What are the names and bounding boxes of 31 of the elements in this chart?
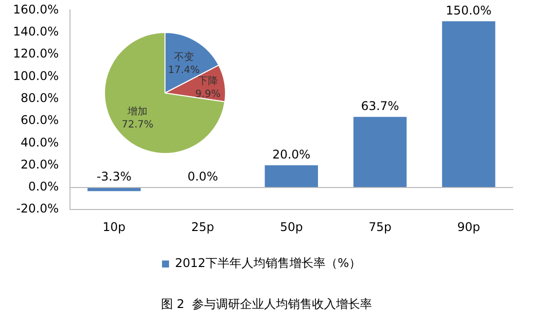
data-label: 0.0% bbox=[187, 170, 218, 184]
y-tick-label: 0.0% bbox=[28, 180, 59, 194]
data-label: 20.0% bbox=[272, 147, 310, 162]
x-tick-label: 90p bbox=[457, 220, 480, 234]
data-label: 63.7% bbox=[360, 99, 400, 114]
slice-label: 下降 bbox=[198, 74, 218, 87]
y-tick-label: 160.0% bbox=[12, 2, 59, 16]
slice-label: 增加 bbox=[126, 106, 148, 118]
bar bbox=[353, 116, 407, 188]
legend-label: 2012下半年人均销售增长率（%） bbox=[175, 256, 361, 270]
x-tick-label: 10p bbox=[102, 220, 126, 234]
y-tick-label: 100.0% bbox=[12, 68, 59, 83]
y-tick-label: 20.0% bbox=[20, 157, 59, 172]
y-tick-label: 40.0% bbox=[20, 135, 59, 150]
y-tick-label: 120.0% bbox=[12, 46, 59, 61]
y-tick-label: 80.0% bbox=[20, 90, 59, 105]
data-label: 150.0% bbox=[446, 3, 492, 18]
slice-label: 不变 bbox=[174, 50, 194, 63]
data-label: 9.9% bbox=[195, 88, 221, 100]
bar bbox=[264, 165, 318, 188]
y-tick-label: 140.0% bbox=[12, 24, 59, 38]
y-tick-label: 60.0% bbox=[20, 113, 59, 128]
x-tick-label: 75p bbox=[368, 220, 392, 234]
x-tick-label: 25p bbox=[191, 220, 214, 234]
x-tick-label: 50p bbox=[280, 220, 303, 234]
y-tick-label: -20.0% bbox=[16, 202, 59, 216]
data-label: 17.4% bbox=[168, 64, 200, 76]
data-label: -3.3% bbox=[96, 170, 132, 184]
data-label: 72.7% bbox=[122, 120, 154, 131]
caption: 图 2 参与调研企业人均销售收入增长率 bbox=[160, 296, 374, 313]
bar bbox=[442, 21, 496, 188]
